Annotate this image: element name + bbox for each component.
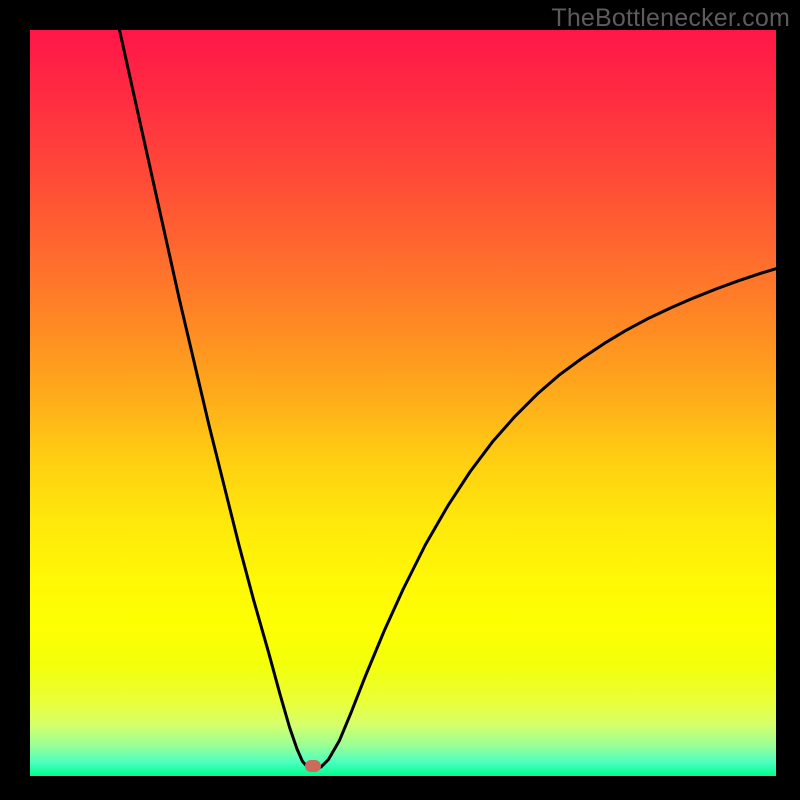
chart-frame: TheBottlenecker.com xyxy=(0,0,800,800)
plot-area xyxy=(30,30,776,776)
bottleneck-curve xyxy=(30,30,776,776)
watermark-text: TheBottlenecker.com xyxy=(551,4,790,33)
optimal-point-marker xyxy=(305,760,321,772)
